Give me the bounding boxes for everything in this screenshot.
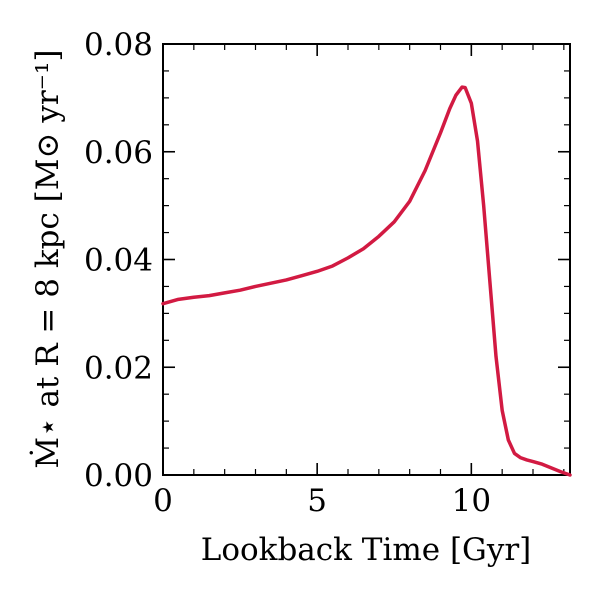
x-tick-label: 10 bbox=[452, 483, 491, 519]
y-tick-label: 0.00 bbox=[84, 458, 153, 494]
x-tick-label: 0 bbox=[153, 483, 173, 519]
y-tick-label: 0.04 bbox=[84, 243, 153, 279]
y-tick-label: 0.08 bbox=[84, 27, 153, 63]
y-axis-label: Ṁ⋆ at R = 8 kpc [M⊙ yr⁻¹] bbox=[28, 49, 66, 468]
x-tick-label: 5 bbox=[307, 483, 327, 519]
x-axis-label: Lookback Time [Gyr] bbox=[201, 532, 532, 568]
y-tick-label: 0.06 bbox=[84, 135, 153, 171]
y-tick-label: 0.02 bbox=[84, 350, 153, 386]
axis-ticks bbox=[162, 43, 570, 476]
plot-frame bbox=[162, 43, 571, 476]
series-line bbox=[161, 85, 572, 477]
tick-labels: 0 5 10 0.00 0.02 0.04 0.06 0.08 bbox=[84, 27, 491, 519]
